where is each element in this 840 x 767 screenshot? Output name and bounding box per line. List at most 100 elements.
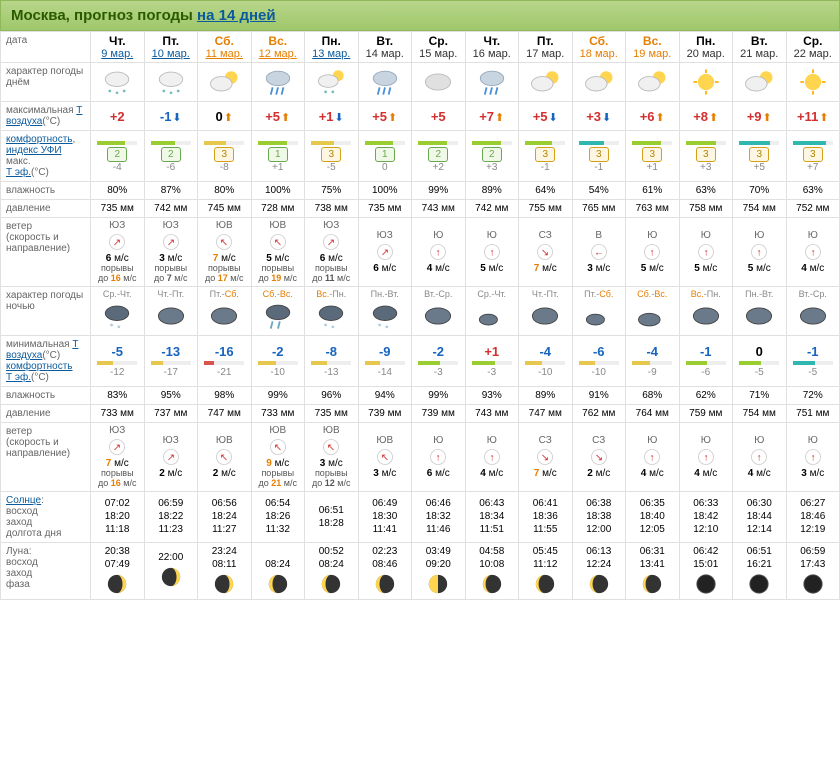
night-humidity: 71% <box>733 386 787 404</box>
humidity: 54% <box>572 182 626 200</box>
night-weather-cell: Сб.-Вс. <box>626 286 680 335</box>
night-humidity: 99% <box>412 386 466 404</box>
min-temp-cell: -4-10 <box>519 335 573 386</box>
comfort-cell: 3-5 <box>305 131 359 182</box>
day-header: Чт.16 мар. <box>465 32 519 63</box>
day-header: Ср.22 мар. <box>786 32 840 63</box>
svg-text:↗: ↗ <box>167 237 175 248</box>
night-humidity: 98% <box>198 386 252 404</box>
day-weather-icon <box>465 63 519 102</box>
night-pressure: 735 мм <box>305 404 359 422</box>
day-header: Вс.19 мар. <box>626 32 680 63</box>
sun-times: 06:3318:4212:10 <box>679 491 733 542</box>
svg-text:↘: ↘ <box>541 247 549 258</box>
humidity: 70% <box>733 182 787 200</box>
pressure: 735 мм <box>358 200 412 218</box>
comfort-cell: 3-1 <box>519 131 573 182</box>
night-wind-cell: СЗ↘7 м/с <box>519 422 573 491</box>
wind-cell: ЮЗ↗6 м/с <box>358 218 412 287</box>
night-wind-cell: ЮВ↖9 м/спорывыдо 21 м/с <box>251 422 305 491</box>
moon-cell: 04:5810:08 <box>465 542 519 599</box>
min-temp-cell: -1-6 <box>679 335 733 386</box>
night-weather-cell: Ср.-Чт. <box>465 286 519 335</box>
pressure: 765 мм <box>572 200 626 218</box>
pressure: 742 мм <box>144 200 198 218</box>
svg-text:↑: ↑ <box>810 247 815 258</box>
moon-cell: 06:3113:41 <box>626 542 680 599</box>
date-link[interactable]: 12 мар. <box>259 48 297 60</box>
night-pressure: 747 мм <box>198 404 252 422</box>
day-weather-icon <box>358 63 412 102</box>
day-weather-icon <box>91 63 145 102</box>
day-weather-icon <box>786 63 840 102</box>
moon-cell: 06:5917:43 <box>786 542 840 599</box>
night-wind-cell: Ю↑4 м/с <box>679 422 733 491</box>
svg-text:↑: ↑ <box>703 452 708 463</box>
night-humidity: 72% <box>786 386 840 404</box>
date-link[interactable]: 11 мар. <box>206 48 243 60</box>
max-temp: +5⬆ <box>251 102 305 131</box>
day-weather-icon <box>305 63 359 102</box>
sun-times: 06:4618:3211:46 <box>412 491 466 542</box>
max-temp: +5⬆ <box>358 102 412 131</box>
max-temp: -1⬇ <box>144 102 198 131</box>
svg-text:↖: ↖ <box>220 452 228 463</box>
svg-text:↘: ↘ <box>595 452 603 463</box>
max-temp: +5 <box>412 102 466 131</box>
day-weather-icon <box>572 63 626 102</box>
day-weather-icon <box>251 63 305 102</box>
min-temp-cell: -2-3 <box>412 335 466 386</box>
date-link[interactable]: 9 мар. <box>101 48 133 60</box>
label-moon: Луна:восходзаходфаза <box>1 542 91 599</box>
day-header: Вс.12 мар. <box>251 32 305 63</box>
wind-cell: ЮЗ↗3 м/спорывыдо 7 м/с <box>144 218 198 287</box>
comfort-cell: 1+1 <box>251 131 305 182</box>
night-pressure: 743 мм <box>465 404 519 422</box>
min-temp-cell: -6-10 <box>572 335 626 386</box>
wind-cell: СЗ↘7 м/с <box>519 218 573 287</box>
svg-text:↑: ↑ <box>436 452 441 463</box>
wind-cell: ЮЗ↗6 м/спорывыдо 11 м/с <box>305 218 359 287</box>
night-weather-cell: Вс.-Пн. <box>305 286 359 335</box>
min-temp-cell: -1-5 <box>786 335 840 386</box>
wind-cell: Ю↑4 м/с <box>786 218 840 287</box>
humidity: 80% <box>198 182 252 200</box>
night-humidity: 93% <box>465 386 519 404</box>
night-wind-cell: Ю↑6 м/с <box>412 422 466 491</box>
night-wind-cell: Ю↑4 м/с <box>465 422 519 491</box>
label-day-weather: характер погоды днём <box>1 63 91 102</box>
wind-cell: ЮВ↖5 м/спорывыдо 19 м/с <box>251 218 305 287</box>
svg-text:↖: ↖ <box>381 452 389 463</box>
date-link[interactable]: 10 мар. <box>152 48 190 60</box>
humidity: 75% <box>305 182 359 200</box>
label-night-humidity: влажность <box>1 386 91 404</box>
night-wind-cell: ЮВ↖3 м/спорывыдо 12 м/с <box>305 422 359 491</box>
sun-times: 06:5418:2611:32 <box>251 491 305 542</box>
night-pressure: 751 мм <box>786 404 840 422</box>
humidity: 99% <box>412 182 466 200</box>
comfort-cell: 3+3 <box>679 131 733 182</box>
moon-cell: 22:00 <box>144 542 198 599</box>
sun-times: 06:5118:28 <box>305 491 359 542</box>
header-period-link[interactable]: на 14 дней <box>197 7 276 24</box>
humidity: 80% <box>91 182 145 200</box>
day-header: Пт.17 мар. <box>519 32 573 63</box>
night-weather-cell: Пт.-Сб. <box>198 286 252 335</box>
page-header: Москва, прогноз погоды на 14 дней <box>0 0 840 31</box>
sun-times: 06:4918:3011:41 <box>358 491 412 542</box>
comfort-cell: 3-1 <box>572 131 626 182</box>
moon-cell: 06:5116:21 <box>733 542 787 599</box>
moon-cell: 20:3807:49 <box>91 542 145 599</box>
label-sun: Солнце:восходзаходдолгота дня <box>1 491 91 542</box>
svg-text:↑: ↑ <box>650 247 655 258</box>
day-header: Чт.9 мар. <box>91 32 145 63</box>
day-header: Сб.18 мар. <box>572 32 626 63</box>
label-night-wind: ветер(скорость и направление) <box>1 422 91 491</box>
day-weather-icon <box>412 63 466 102</box>
date-link[interactable]: 13 мар. <box>312 48 350 60</box>
min-temp-cell: -16-21 <box>198 335 252 386</box>
max-temp: +6⬆ <box>626 102 680 131</box>
svg-text:↖: ↖ <box>274 442 282 453</box>
comfort-cell: 3+7 <box>786 131 840 182</box>
humidity: 64% <box>519 182 573 200</box>
